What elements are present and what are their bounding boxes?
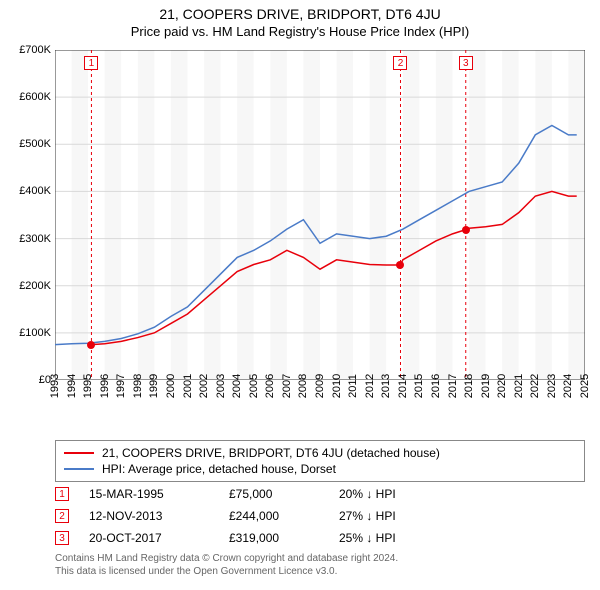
chart-subtitle: Price paid vs. HM Land Registry's House … — [0, 22, 600, 43]
x-tick-label: 1995 — [82, 374, 94, 398]
sale-price: £319,000 — [229, 531, 339, 545]
legend-label: 21, COOPERS DRIVE, BRIDPORT, DT6 4JU (de… — [102, 446, 440, 460]
sale-row: 2 12-NOV-2013£244,00027% ↓ HPI — [55, 506, 585, 526]
x-tick-label: 2019 — [480, 374, 492, 398]
sale-date: 12-NOV-2013 — [89, 509, 229, 523]
legend: 21, COOPERS DRIVE, BRIDPORT, DT6 4JU (de… — [55, 440, 585, 482]
x-tick-label: 2006 — [264, 374, 276, 398]
x-tick-label: 1994 — [66, 374, 78, 398]
sale-date: 20-OCT-2017 — [89, 531, 229, 545]
y-tick-label: £400K — [19, 185, 51, 197]
y-tick-label: £500K — [19, 138, 51, 150]
chart-marker: 2 — [393, 56, 407, 70]
footer-line-2: This data is licensed under the Open Gov… — [55, 565, 585, 578]
chart-marker: 3 — [459, 56, 473, 70]
sale-badge: 1 — [55, 487, 69, 501]
line-chart: 123£0£100K£200K£300K£400K£500K£600K£700K… — [55, 50, 585, 380]
y-tick-label: £600K — [19, 91, 51, 103]
x-tick-label: 2009 — [314, 374, 326, 398]
x-tick-label: 2022 — [529, 374, 541, 398]
sale-dot — [87, 341, 95, 349]
x-tick-label: 2005 — [248, 374, 260, 398]
x-tick-label: 1997 — [115, 374, 127, 398]
legend-swatch — [64, 468, 94, 470]
x-tick-label: 2020 — [496, 374, 508, 398]
x-tick-label: 2007 — [281, 374, 293, 398]
x-tick-label: 2018 — [463, 374, 475, 398]
sale-dot — [462, 226, 470, 234]
sale-badge: 3 — [55, 531, 69, 545]
sales-table: 1 15-MAR-1995£75,00020% ↓ HPI 2 12-NOV-2013… — [55, 484, 585, 550]
x-tick-label: 2004 — [231, 374, 243, 398]
x-tick-label: 2008 — [297, 374, 309, 398]
attribution-footer: Contains HM Land Registry data © Crown c… — [55, 552, 585, 578]
y-tick-label: £100K — [19, 327, 51, 339]
x-tick-label: 2011 — [347, 374, 359, 398]
sale-dot — [396, 261, 404, 269]
x-tick-label: 2016 — [430, 374, 442, 398]
legend-swatch — [64, 452, 94, 454]
x-tick-label: 2000 — [165, 374, 177, 398]
x-tick-label: 2025 — [579, 374, 591, 398]
x-tick-label: 2015 — [413, 374, 425, 398]
y-tick-label: £300K — [19, 233, 51, 245]
sale-date: 15-MAR-1995 — [89, 487, 229, 501]
x-tick-label: 2021 — [513, 374, 525, 398]
sale-delta: 20% ↓ HPI — [339, 487, 459, 501]
legend-item: 21, COOPERS DRIVE, BRIDPORT, DT6 4JU (de… — [64, 445, 576, 461]
legend-label: HPI: Average price, detached house, Dors… — [102, 462, 336, 476]
x-tick-label: 2001 — [182, 374, 194, 398]
x-tick-label: 2024 — [562, 374, 574, 398]
sale-price: £244,000 — [229, 509, 339, 523]
chart-title: 21, COOPERS DRIVE, BRIDPORT, DT6 4JU — [0, 0, 600, 22]
sale-badge: 2 — [55, 509, 69, 523]
y-tick-label: £200K — [19, 280, 51, 292]
x-tick-label: 2003 — [215, 374, 227, 398]
sale-delta: 25% ↓ HPI — [339, 531, 459, 545]
sale-row: 3 20-OCT-2017£319,00025% ↓ HPI — [55, 528, 585, 548]
y-tick-label: £700K — [19, 44, 51, 56]
sale-price: £75,000 — [229, 487, 339, 501]
footer-line-1: Contains HM Land Registry data © Crown c… — [55, 552, 585, 565]
chart-svg — [55, 50, 585, 380]
x-tick-label: 2014 — [397, 374, 409, 398]
x-tick-label: 2023 — [546, 374, 558, 398]
x-tick-label: 2002 — [198, 374, 210, 398]
chart-marker: 1 — [84, 56, 98, 70]
x-tick-label: 1998 — [132, 374, 144, 398]
x-tick-label: 1996 — [99, 374, 111, 398]
x-tick-label: 1999 — [148, 374, 160, 398]
x-tick-label: 2012 — [364, 374, 376, 398]
sale-delta: 27% ↓ HPI — [339, 509, 459, 523]
x-tick-label: 2017 — [447, 374, 459, 398]
x-tick-label: 2010 — [331, 374, 343, 398]
legend-item: HPI: Average price, detached house, Dors… — [64, 461, 576, 477]
x-tick-label: 2013 — [380, 374, 392, 398]
sale-row: 1 15-MAR-1995£75,00020% ↓ HPI — [55, 484, 585, 504]
x-tick-label: 1993 — [49, 374, 61, 398]
